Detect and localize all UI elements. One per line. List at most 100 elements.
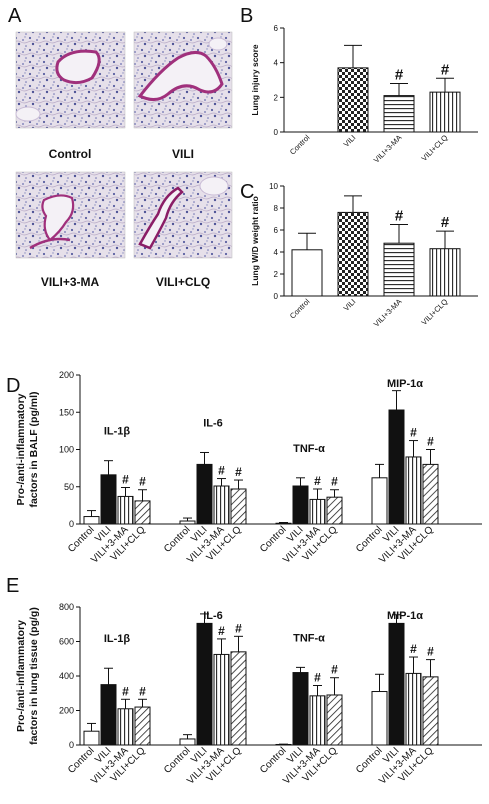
bar bbox=[230, 488, 247, 525]
bar bbox=[100, 684, 117, 746]
bar bbox=[134, 500, 151, 525]
x-tick-label: Control bbox=[162, 745, 193, 776]
y-tick-label: 150 bbox=[59, 407, 74, 417]
significance-mark: # bbox=[314, 670, 321, 684]
bar bbox=[213, 653, 230, 746]
y-tick-label: 0 bbox=[274, 292, 279, 301]
bar bbox=[117, 708, 134, 746]
x-tick-label: VILI+3-MA bbox=[372, 133, 404, 165]
bar bbox=[429, 91, 461, 133]
bar bbox=[388, 622, 405, 746]
significance-mark: # bbox=[314, 474, 321, 488]
x-tick-label: Control bbox=[162, 524, 193, 555]
y-tick-label: 2 bbox=[274, 270, 279, 279]
group-label: IL-6 bbox=[203, 417, 223, 429]
bar bbox=[291, 249, 323, 297]
significance-mark: # bbox=[235, 465, 242, 479]
chart-lung-injury-score: 0 2 4 6 Lung injury score Control VILI # VILI+3-… bbox=[250, 24, 478, 165]
bar bbox=[405, 672, 422, 746]
y-tick-label: 600 bbox=[59, 637, 74, 647]
significance-mark: # bbox=[218, 464, 225, 478]
bar bbox=[196, 463, 213, 525]
micrograph-caption: VILI bbox=[172, 147, 194, 161]
significance-mark: # bbox=[235, 621, 242, 635]
significance-mark: # bbox=[218, 624, 225, 638]
x-tick-label: Control bbox=[288, 133, 312, 157]
y-tick-label: 6 bbox=[274, 24, 279, 33]
y-tick-label: 200 bbox=[59, 370, 74, 380]
micrograph-vili bbox=[133, 31, 233, 129]
bar bbox=[179, 738, 196, 746]
chart-lung-wd-ratio: 0 2 4 6 8 10 Lung W/D weight ratio Control VILI #… bbox=[250, 182, 478, 329]
bar bbox=[100, 474, 117, 525]
y-tick-label: 800 bbox=[59, 602, 74, 612]
bar bbox=[230, 651, 247, 746]
bar bbox=[309, 695, 326, 746]
y-axis-title: Lung W/D weight ratio bbox=[250, 196, 260, 286]
x-tick-label: Control bbox=[258, 524, 289, 555]
bar bbox=[422, 676, 439, 746]
panel-letter-d: D bbox=[6, 375, 20, 397]
bar bbox=[117, 495, 134, 525]
y-axis-title: factors in lung tissue (pg/g) bbox=[28, 607, 40, 745]
y-tick-label: 4 bbox=[274, 59, 279, 68]
micrograph-caption: Control bbox=[49, 147, 92, 161]
group-label: TNF-α bbox=[293, 632, 325, 644]
y-axis-title: Pro-/anti-inflammatory bbox=[15, 620, 27, 732]
significance-mark: # bbox=[441, 214, 450, 231]
bar bbox=[83, 516, 100, 525]
significance-mark: # bbox=[395, 66, 404, 83]
significance-mark: # bbox=[139, 475, 146, 489]
significance-mark: # bbox=[441, 61, 450, 78]
group-label: IL-6 bbox=[203, 610, 223, 622]
bar bbox=[371, 477, 388, 525]
group-label: TNF-α bbox=[293, 443, 325, 455]
x-tick-label: VILI bbox=[342, 297, 358, 313]
bar bbox=[405, 456, 422, 525]
y-tick-label: 8 bbox=[274, 204, 279, 213]
bar bbox=[275, 522, 292, 525]
chart-lung-tissue-factors: 0 200 400 600 800 Pro-/anti-inflammatory facto… bbox=[15, 602, 482, 787]
x-tick-label: VILI+3-MA bbox=[372, 297, 404, 329]
significance-mark: # bbox=[427, 435, 434, 449]
x-tick-label: Control bbox=[258, 745, 289, 776]
micrograph-control bbox=[15, 31, 126, 129]
bar bbox=[134, 706, 151, 746]
panel-letter-c: C bbox=[240, 181, 254, 203]
bar bbox=[309, 498, 326, 525]
bar bbox=[326, 694, 343, 746]
micrograph-caption: VILI+CLQ bbox=[156, 275, 210, 289]
significance-mark: # bbox=[427, 645, 434, 659]
y-tick-label: 0 bbox=[69, 740, 74, 750]
micrograph-caption: VILI+3-MA bbox=[41, 275, 100, 289]
bar bbox=[337, 211, 369, 297]
significance-mark: # bbox=[139, 684, 146, 698]
bar bbox=[292, 672, 309, 746]
micrograph-vili-3ma bbox=[15, 171, 126, 259]
panel-letter-a: A bbox=[8, 5, 22, 27]
group-label: IL-1β bbox=[104, 426, 131, 438]
panel-letter-b: B bbox=[240, 5, 253, 27]
significance-mark: # bbox=[331, 475, 338, 489]
x-tick-label: VILI+CLQ bbox=[420, 297, 450, 327]
x-tick-label: VILI bbox=[342, 133, 358, 149]
group-label: MIP-1α bbox=[387, 610, 423, 622]
bar bbox=[383, 242, 415, 297]
x-tick-label: VILI+CLQ bbox=[420, 133, 450, 163]
micrograph-vili-clq bbox=[133, 171, 233, 259]
y-tick-label: 10 bbox=[269, 182, 278, 191]
bar bbox=[429, 248, 461, 297]
y-tick-label: 0 bbox=[274, 128, 279, 137]
y-axis-title: factors in BALF (pg/ml) bbox=[28, 391, 40, 507]
bar bbox=[388, 409, 405, 525]
group-label: IL-1β bbox=[104, 633, 131, 645]
significance-mark: # bbox=[410, 642, 417, 656]
x-tick-label: Control bbox=[288, 297, 312, 321]
y-axis-title: Pro-/anti-inflammatory bbox=[15, 393, 27, 505]
bar bbox=[292, 485, 309, 525]
bar bbox=[337, 67, 369, 133]
bar bbox=[383, 95, 415, 133]
panel-letter-e: E bbox=[6, 575, 19, 597]
significance-mark: # bbox=[122, 684, 129, 698]
